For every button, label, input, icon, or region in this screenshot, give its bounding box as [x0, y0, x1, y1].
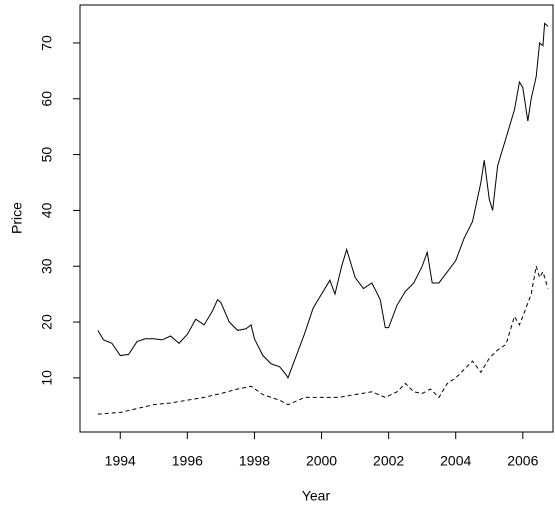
x-tick-label: 2000 — [306, 453, 337, 469]
x-tick-label: 2006 — [507, 453, 538, 469]
y-tick-label: 30 — [39, 258, 55, 274]
y-tick-label: 20 — [39, 314, 55, 330]
plot-frame — [79, 4, 554, 433]
x-axis-label: Year — [302, 488, 331, 504]
x-tick-label: 2002 — [373, 453, 404, 469]
series-line — [97, 266, 549, 415]
y-axis-label: Price — [9, 202, 25, 234]
y-tick-label: 10 — [39, 370, 55, 386]
y-tick-label: 60 — [39, 91, 55, 107]
x-tick-label: 1996 — [172, 453, 203, 469]
series-line — [97, 22, 549, 380]
x-tick-label: 1994 — [105, 453, 136, 469]
x-tick-label: 2004 — [440, 453, 471, 469]
y-tick-label: 70 — [39, 35, 55, 51]
y-tick-label: 50 — [39, 147, 55, 163]
x-tick-label: 1998 — [239, 453, 270, 469]
y-tick-label: 40 — [39, 202, 55, 218]
